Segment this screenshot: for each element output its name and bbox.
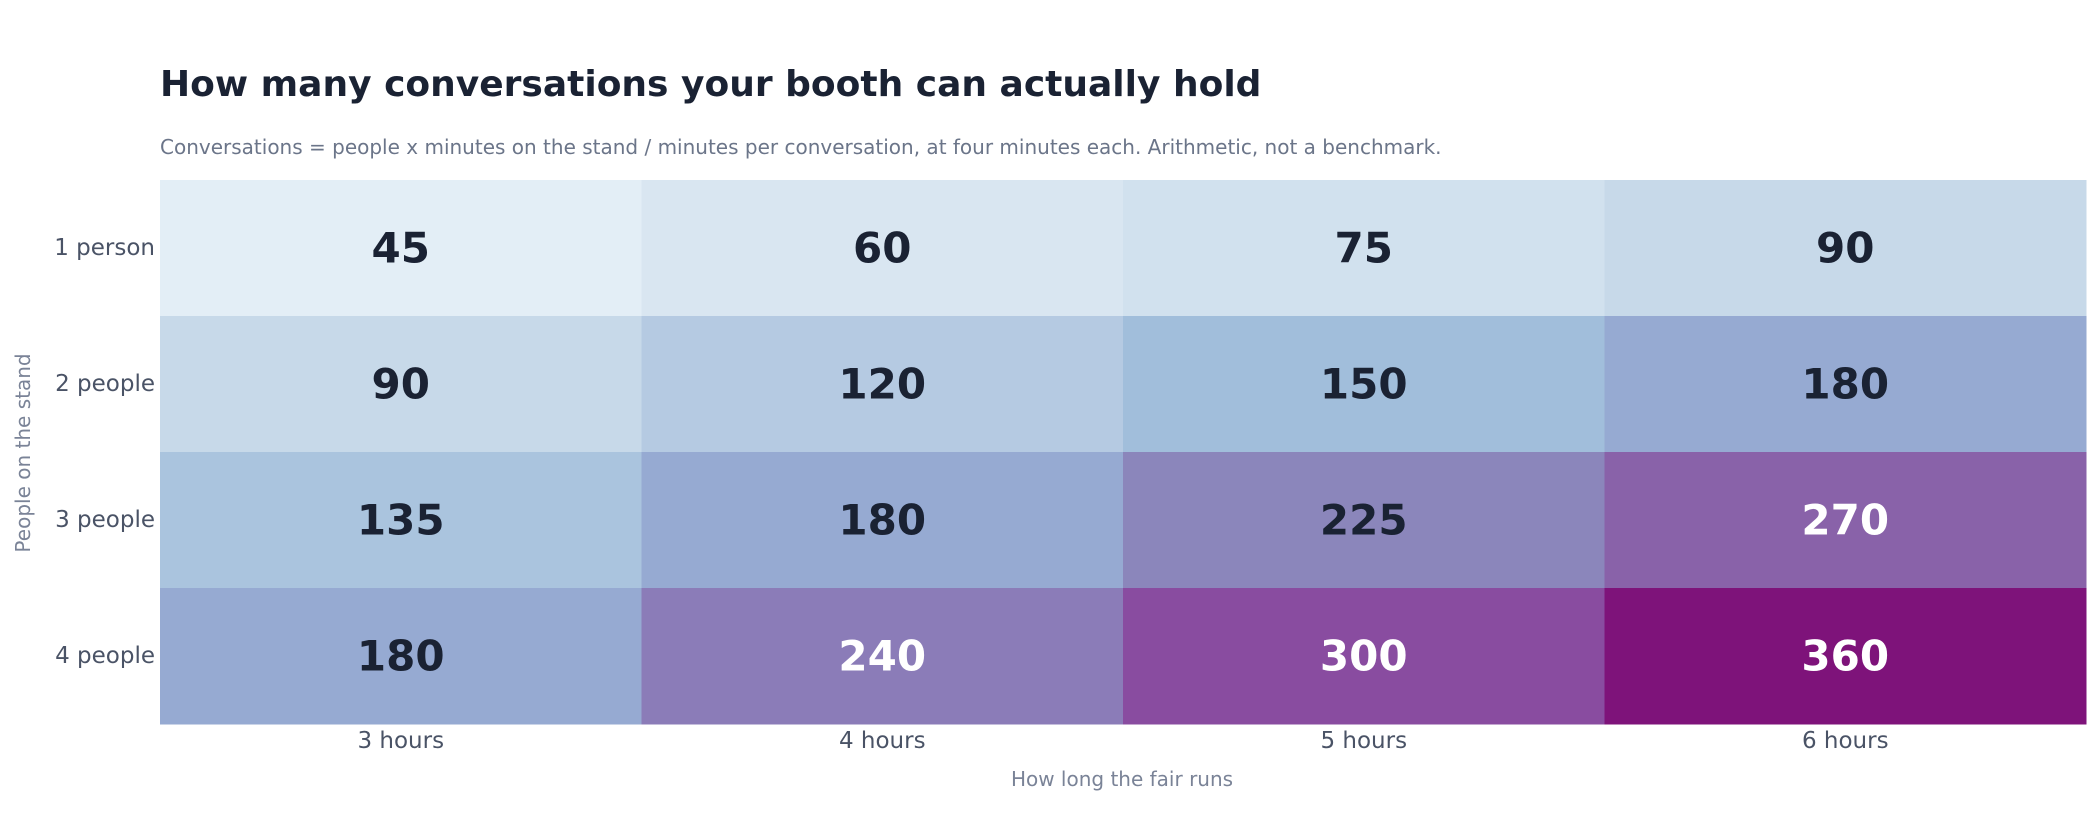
heatmap-cell [1123, 588, 1605, 725]
column-tick-label: 3 hours [357, 728, 444, 754]
heatmap-cell [160, 180, 642, 317]
cell-value-label: 180 [1801, 360, 1889, 409]
cell-value-label: 90 [372, 360, 430, 409]
cell-value-label: 150 [1320, 360, 1408, 409]
heatmap-cell [1123, 452, 1605, 589]
cell-value-label: 135 [357, 496, 445, 545]
heatmap-cell [1123, 316, 1605, 453]
heatmap-cell [160, 452, 642, 589]
heatmap-cell [1604, 316, 2087, 453]
cell-value-label: 60 [853, 224, 911, 273]
heatmap-cell [1604, 588, 2087, 725]
column-tick-label: 5 hours [1320, 728, 1407, 754]
heatmap-cell [641, 588, 1124, 725]
cell-value-label: 225 [1320, 496, 1408, 545]
cell-value-label: 75 [1335, 224, 1393, 273]
heatmap-cell [1604, 452, 2087, 589]
chart-title: How many conversations your booth can ac… [160, 64, 1262, 105]
cell-value-label: 360 [1801, 632, 1889, 681]
heatmap-cell [641, 180, 1124, 317]
heatmap-cell [1123, 180, 1605, 317]
column-labels: 3 hours 4 hours 5 hours 6 hours [357, 728, 1888, 754]
cell-value-label: 180 [838, 496, 926, 545]
cell-value-label: 300 [1320, 632, 1408, 681]
cell-value-label: 90 [1816, 224, 1874, 273]
column-tick-label: 4 hours [839, 728, 926, 754]
row-tick-label: 3 people [55, 507, 155, 533]
row-tick-label: 1 person [54, 235, 155, 261]
chart-subtitle: Conversations = people x minutes on the … [160, 135, 1442, 159]
cell-value-label: 180 [357, 632, 445, 681]
x-axis-label: How long the fair runs [1011, 767, 1233, 791]
heatmap-cell [160, 588, 642, 725]
row-labels: 1 person 2 people 3 people 4 people [54, 235, 155, 669]
column-tick-label: 6 hours [1802, 728, 1889, 754]
cell-value-label: 45 [372, 224, 430, 273]
y-axis-label: People on the stand [11, 353, 35, 552]
heatmap-cells: 45 60 75 90 90 120 150 180 135 180 225 270 180 240 300… [160, 180, 2087, 725]
heatmap-cell [641, 316, 1124, 453]
heatmap-cell [641, 452, 1124, 589]
heatmap-cell [1604, 180, 2087, 317]
cell-value-label: 120 [838, 360, 926, 409]
row-tick-label: 2 people [55, 371, 155, 397]
cell-value-label: 240 [838, 632, 926, 681]
heatmap-cell [160, 316, 642, 453]
row-tick-label: 4 people [55, 643, 155, 669]
cell-value-label: 270 [1801, 496, 1889, 545]
